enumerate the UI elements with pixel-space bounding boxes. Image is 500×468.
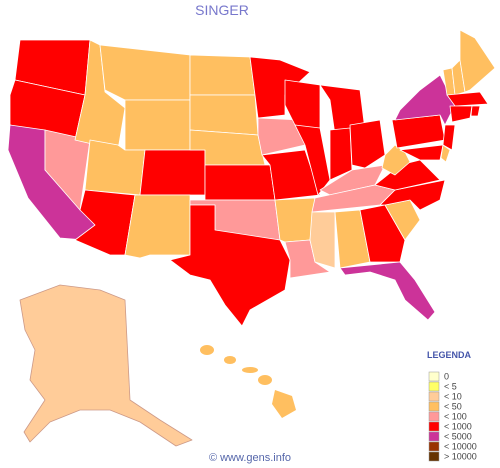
legend-swatch [428,451,440,462]
legend-swatch [428,411,440,422]
state [449,105,473,123]
state [399,144,444,161]
state [139,149,206,196]
state [169,204,291,327]
legend-label: < 10000 [444,441,477,451]
states [7,29,496,447]
state [359,204,406,263]
legend-swatch [428,391,440,402]
state [394,74,456,126]
state [204,164,276,201]
state [124,194,191,259]
state [99,44,191,101]
legend-swatch [428,401,440,412]
state [309,211,336,269]
legend-label: < 5 [444,381,457,391]
legend-swatch [428,421,440,432]
state [391,114,446,149]
legend-swatch [428,441,440,452]
legend-swatch [428,381,440,392]
legend-label: < 50 [444,401,462,411]
legend-title: LEGENDA [427,350,472,360]
legend-label: < 5000 [444,431,472,441]
state [339,261,436,321]
legend-swatch [428,371,440,382]
legend-label: < 1000 [444,421,472,431]
state [19,284,193,447]
map-title: SINGER [195,2,249,18]
footer: © www.gens.info [209,452,291,464]
state [261,149,321,201]
legend-swatch [428,431,440,442]
state [189,54,256,96]
legend: 0< 5< 10< 50< 100< 1000< 5000< 10000> 10… [428,371,477,462]
state [446,91,489,107]
state [124,99,191,151]
state [349,119,386,169]
state [440,144,451,163]
state [274,197,316,243]
legend-label: 0 [444,371,449,381]
state [189,94,259,136]
state [381,144,411,176]
legend-label: > 10000 [444,451,477,461]
legend-label: < 10 [444,391,462,401]
hawaii [200,345,296,418]
state [470,105,481,117]
state [459,29,496,93]
legend-label: < 100 [444,411,467,421]
state [442,124,456,151]
